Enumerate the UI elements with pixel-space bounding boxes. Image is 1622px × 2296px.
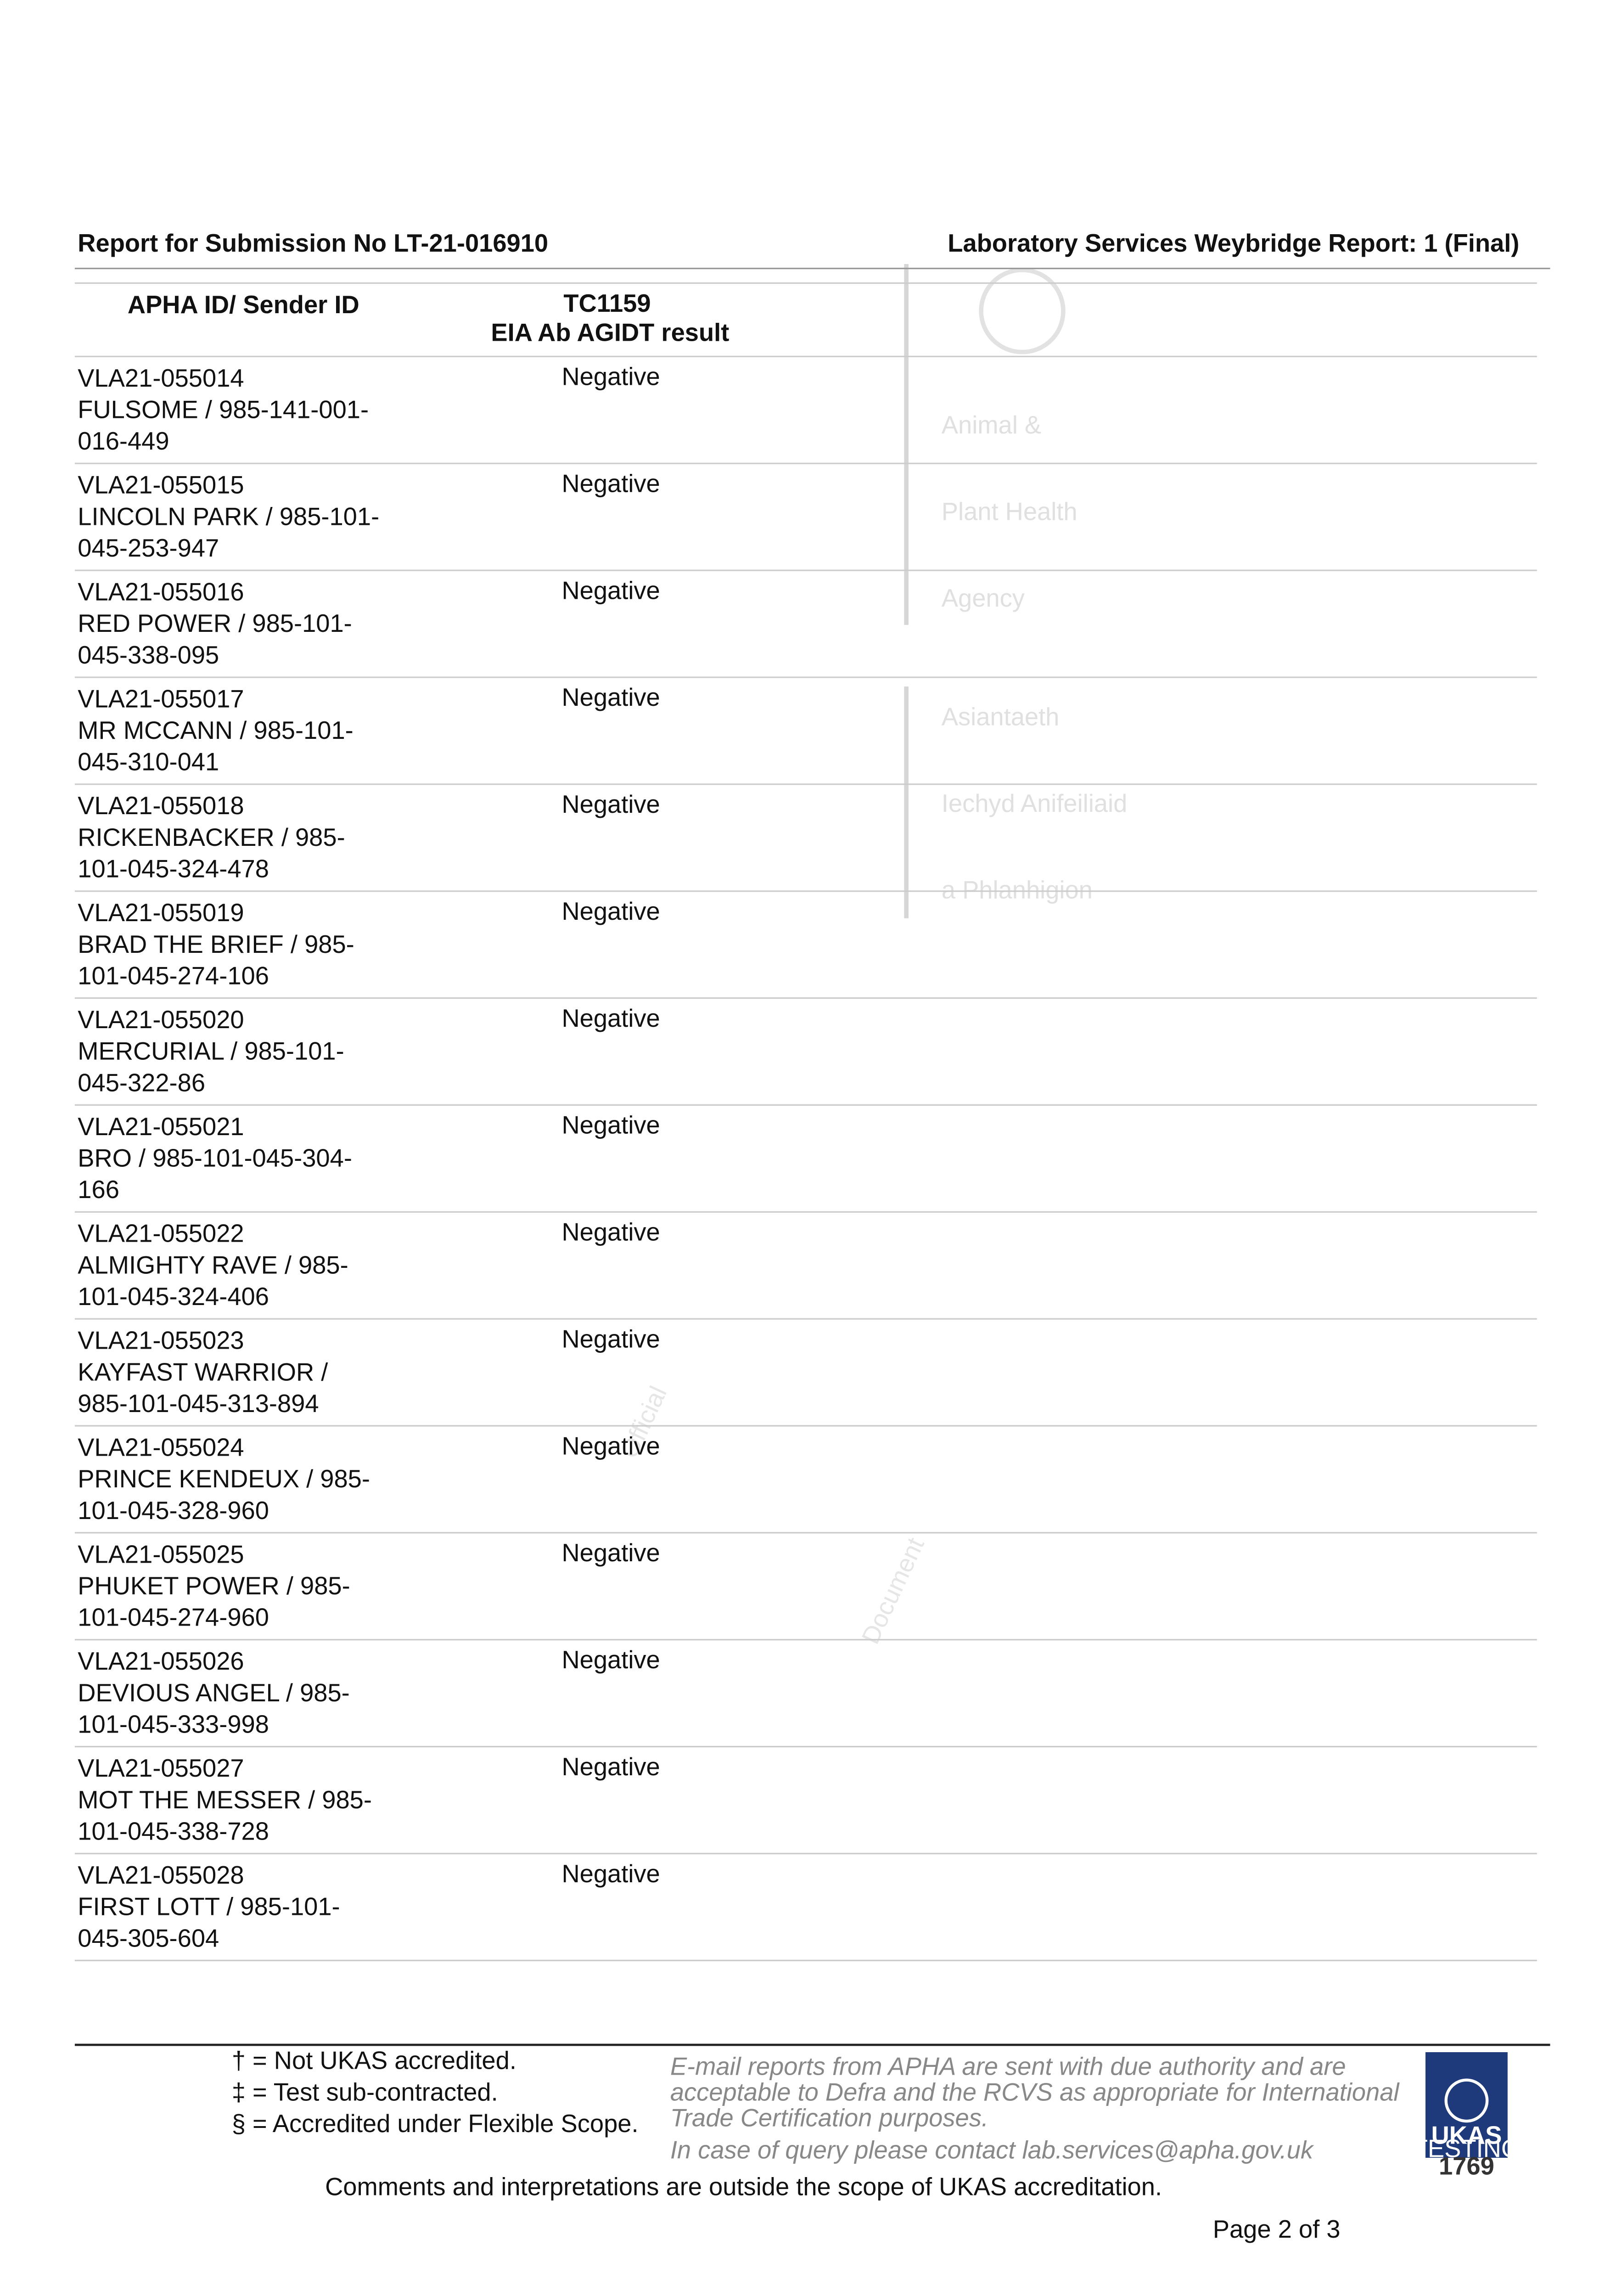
crest: [979, 268, 1066, 355]
result: Negative: [561, 469, 660, 497]
result: Negative: [561, 683, 660, 711]
sender-id: 045-305-604: [78, 1924, 219, 1952]
note-line: acceptable to Defra and the RCVS as appr…: [670, 2078, 1400, 2106]
sender-id: 101-045-338-728: [78, 1817, 269, 1845]
sample-id: VLA21-055016: [78, 578, 244, 606]
sender-id: 985-101-045-313-894: [78, 1390, 319, 1418]
ukas-logo: [1425, 2052, 1508, 2158]
sample-id: VLA21-055015: [78, 471, 244, 499]
sender-id: 101-045-333-998: [78, 1711, 269, 1739]
sender-id: KAYFAST WARRIOR /: [78, 1358, 328, 1386]
watermark-text: Iechyd Anifeiliaid: [942, 789, 1127, 817]
result: Negative: [561, 790, 660, 818]
note-line: In case of query please contact lab.serv…: [670, 2136, 1314, 2164]
col-header: EIA Ab AGIDT result: [491, 319, 729, 347]
sender-id: PRINCE KENDEUX / 985-: [78, 1465, 370, 1493]
sample-id: VLA21-055024: [78, 1433, 244, 1461]
watermark-text: Animal &: [942, 411, 1041, 439]
result: Negative: [561, 1646, 660, 1674]
sample-id: VLA21-055023: [78, 1327, 244, 1355]
watermark-text: Plant Health: [942, 497, 1078, 525]
sample-id: VLA21-055022: [78, 1220, 244, 1248]
legend-line: § = Accredited under Flexible Scope.: [232, 2110, 639, 2138]
page-number: Page 2 of 3: [1213, 2215, 1341, 2243]
logo-sub: TESTING: [1413, 2134, 1521, 2162]
sender-id: DEVIOUS ANGEL / 985-: [78, 1679, 349, 1707]
legend-line: † = Not UKAS accredited.: [232, 2047, 516, 2075]
logo-number: 1769: [1439, 2152, 1494, 2180]
col-header: TC1159: [563, 289, 651, 317]
sample-id: VLA21-055021: [78, 1113, 244, 1141]
sample-id: VLA21-055026: [78, 1647, 244, 1675]
sender-id: 101-045-274-106: [78, 962, 269, 990]
sender-id: 101-045-328-960: [78, 1497, 269, 1525]
comments: Comments and interpretations are outside…: [325, 2172, 1162, 2200]
result: Negative: [561, 1325, 660, 1353]
result: Negative: [561, 897, 660, 925]
sample-id: VLA21-055020: [78, 1006, 244, 1034]
logo-name: UKAS: [1431, 2122, 1502, 2150]
result: Negative: [561, 1539, 660, 1567]
sender-id: 045-253-947: [78, 534, 219, 562]
result: Negative: [561, 576, 660, 604]
watermark-text: a Phlanhigion: [942, 876, 1093, 904]
sender-id: BRO / 985-101-045-304-: [78, 1144, 352, 1172]
sender-id: ALMIGHTY RAVE / 985-: [78, 1251, 348, 1279]
sender-id: 166: [78, 1176, 119, 1204]
sender-id: RICKENBACKER / 985-: [78, 823, 345, 851]
sender-id: 101-045-324-406: [78, 1283, 269, 1311]
sender-id: LINCOLN PARK / 985-101-: [78, 502, 379, 530]
sample-id: VLA21-055018: [78, 792, 244, 820]
result: Negative: [561, 1111, 660, 1139]
result: Negative: [561, 1753, 660, 1781]
sender-id: RED POWER / 985-101-: [78, 609, 352, 637]
ukas-mark: [1444, 2078, 1489, 2123]
header-right: Laboratory Services Weybridge Report: 1 …: [948, 229, 1519, 257]
sender-id: 045-338-095: [78, 641, 219, 669]
sender-id: FIRST LOTT / 985-101-: [78, 1893, 340, 1921]
sender-id: 101-045-324-478: [78, 855, 269, 883]
sample-id: VLA21-055025: [78, 1540, 244, 1568]
watermark-text: Agency: [942, 584, 1025, 612]
result: Negative: [561, 1432, 660, 1460]
sender-id: BRAD THE BRIEF / 985-: [78, 930, 354, 958]
result: Negative: [561, 1218, 660, 1246]
watermark-text: Asiantaeth: [942, 703, 1060, 731]
note-line: E-mail reports from APHA are sent with d…: [670, 2053, 1346, 2081]
result: Negative: [561, 1860, 660, 1888]
sender-id: 101-045-274-960: [78, 1604, 269, 1632]
sample-id: VLA21-055014: [78, 364, 244, 392]
legend-line: ‡ = Test sub-contracted.: [232, 2078, 498, 2106]
sender-id: PHUKET POWER / 985-: [78, 1572, 350, 1600]
sender-id: 045-322-86: [78, 1069, 205, 1097]
sender-id: FULSOME / 985-141-001-: [78, 395, 369, 423]
result: Negative: [561, 1004, 660, 1032]
sample-id: VLA21-055017: [78, 685, 244, 713]
header-left: Report for Submission No LT-21-016910: [78, 229, 548, 257]
col-header: APHA ID/ Sender ID: [128, 291, 359, 319]
sender-id: 045-310-041: [78, 748, 219, 776]
result: Negative: [561, 363, 660, 391]
sender-id: MERCURIAL / 985-101-: [78, 1037, 344, 1065]
sample-id: VLA21-055028: [78, 1861, 244, 1889]
sample-id: VLA21-055019: [78, 899, 244, 927]
sender-id: MOT THE MESSER / 985-: [78, 1786, 372, 1814]
sample-id: VLA21-055027: [78, 1754, 244, 1782]
sender-id: 016-449: [78, 427, 169, 455]
note-line: Trade Certification purposes.: [670, 2104, 988, 2132]
sender-id: MR MCCANN / 985-101-: [78, 716, 353, 744]
